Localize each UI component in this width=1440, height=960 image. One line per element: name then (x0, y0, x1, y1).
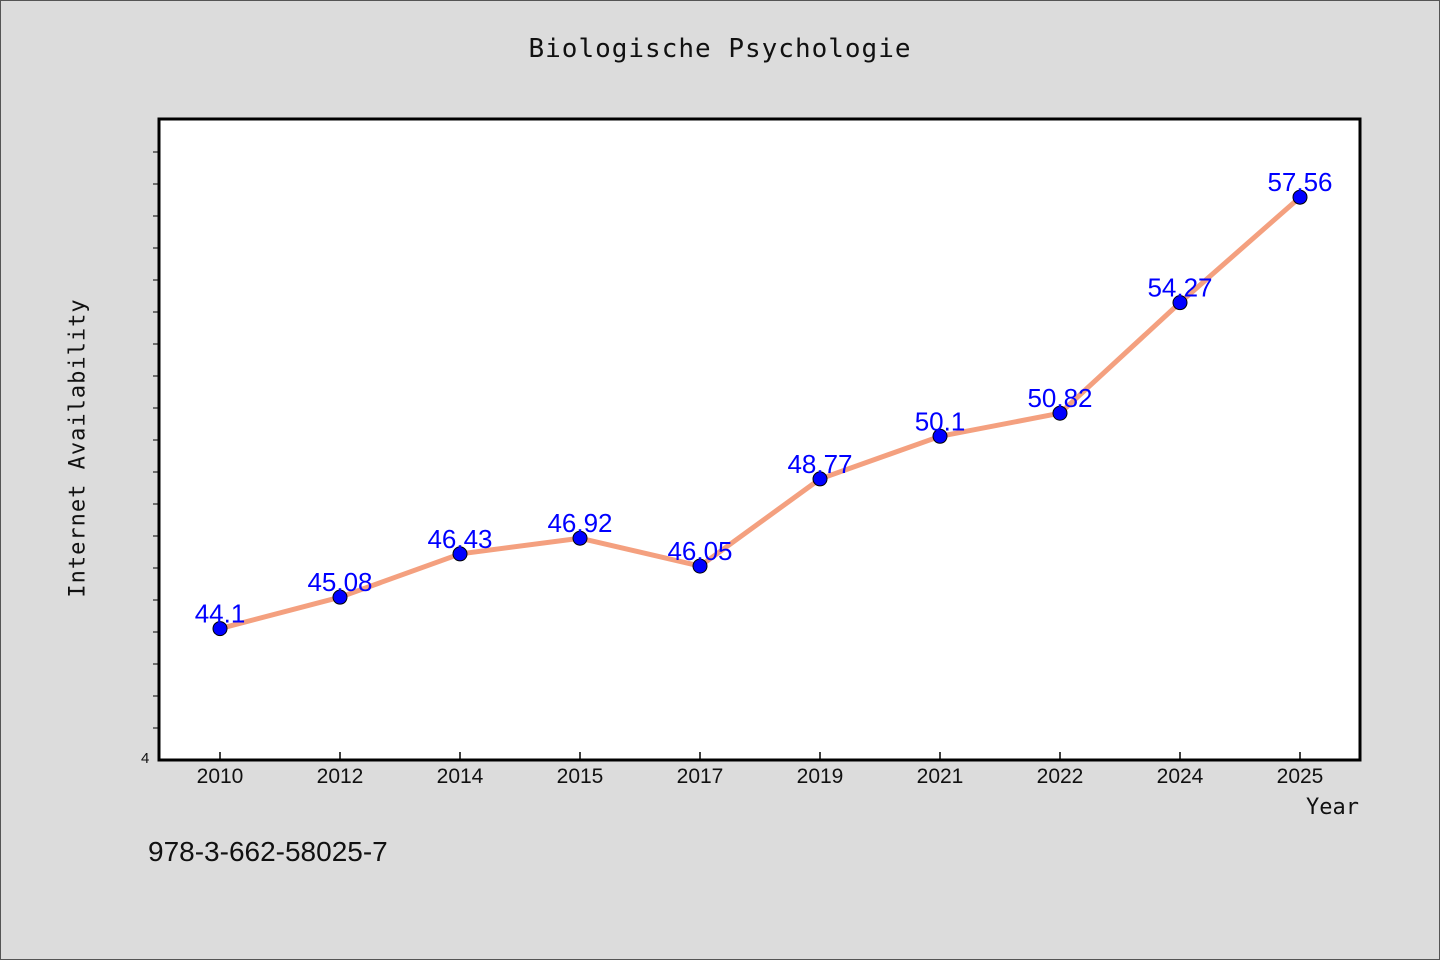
x-tick-label: 2019 (797, 765, 844, 788)
x-tick-label: 2021 (917, 765, 964, 788)
data-point (1172, 295, 1188, 311)
data-point (452, 546, 468, 562)
data-label: 48.77 (787, 449, 852, 479)
data-point (332, 589, 348, 605)
data-label: 46.05 (667, 536, 732, 566)
data-label: 46.43 (427, 524, 492, 554)
x-tick-label: 2010 (197, 765, 244, 788)
data-point (1052, 405, 1068, 421)
data-point (932, 428, 948, 444)
chart-title: Biologische Psychologie (528, 34, 912, 64)
x-tick-label: 2017 (677, 765, 724, 788)
y-tick-label: 4 (141, 750, 150, 767)
x-axis-label: Year (1306, 795, 1359, 820)
isbn-footnote: 978-3-662-58025-7 (148, 836, 388, 867)
plot-border (157, 117, 1362, 762)
series-markers (212, 189, 1308, 637)
data-point (572, 530, 588, 546)
series-line (217, 194, 1303, 632)
x-tick-label: 2012 (317, 765, 364, 788)
x-tick-label: 2015 (557, 765, 604, 788)
x-tick-label: 2024 (1157, 765, 1204, 788)
data-label: 50.82 (1027, 383, 1092, 413)
plot-area (159, 119, 1360, 760)
data-point (692, 558, 708, 574)
data-label: 54.27 (1147, 273, 1212, 303)
x-tick-label: 2022 (1037, 765, 1084, 788)
data-point (812, 471, 828, 487)
x-axis-tick-labels: 2010 2012 2014 2015 2017 2019 2021 2022 2024 2025 (197, 765, 1324, 788)
data-label: 57.56 (1267, 167, 1332, 197)
data-label: 45.08 (307, 567, 372, 597)
y-axis-label: Internet Availability (65, 298, 91, 598)
x-tick-label: 2014 (437, 765, 484, 788)
data-label: 44.1 (195, 599, 246, 629)
data-label: 46.92 (547, 508, 612, 538)
data-label: 50.1 (915, 406, 966, 436)
data-point (212, 621, 228, 637)
x-tick-label: 2025 (1277, 765, 1324, 788)
data-point (1292, 189, 1308, 205)
data-labels: 44.1 45.08 46.43 46.92 46.05 48.77 50.1 50.82 54… (195, 167, 1333, 628)
